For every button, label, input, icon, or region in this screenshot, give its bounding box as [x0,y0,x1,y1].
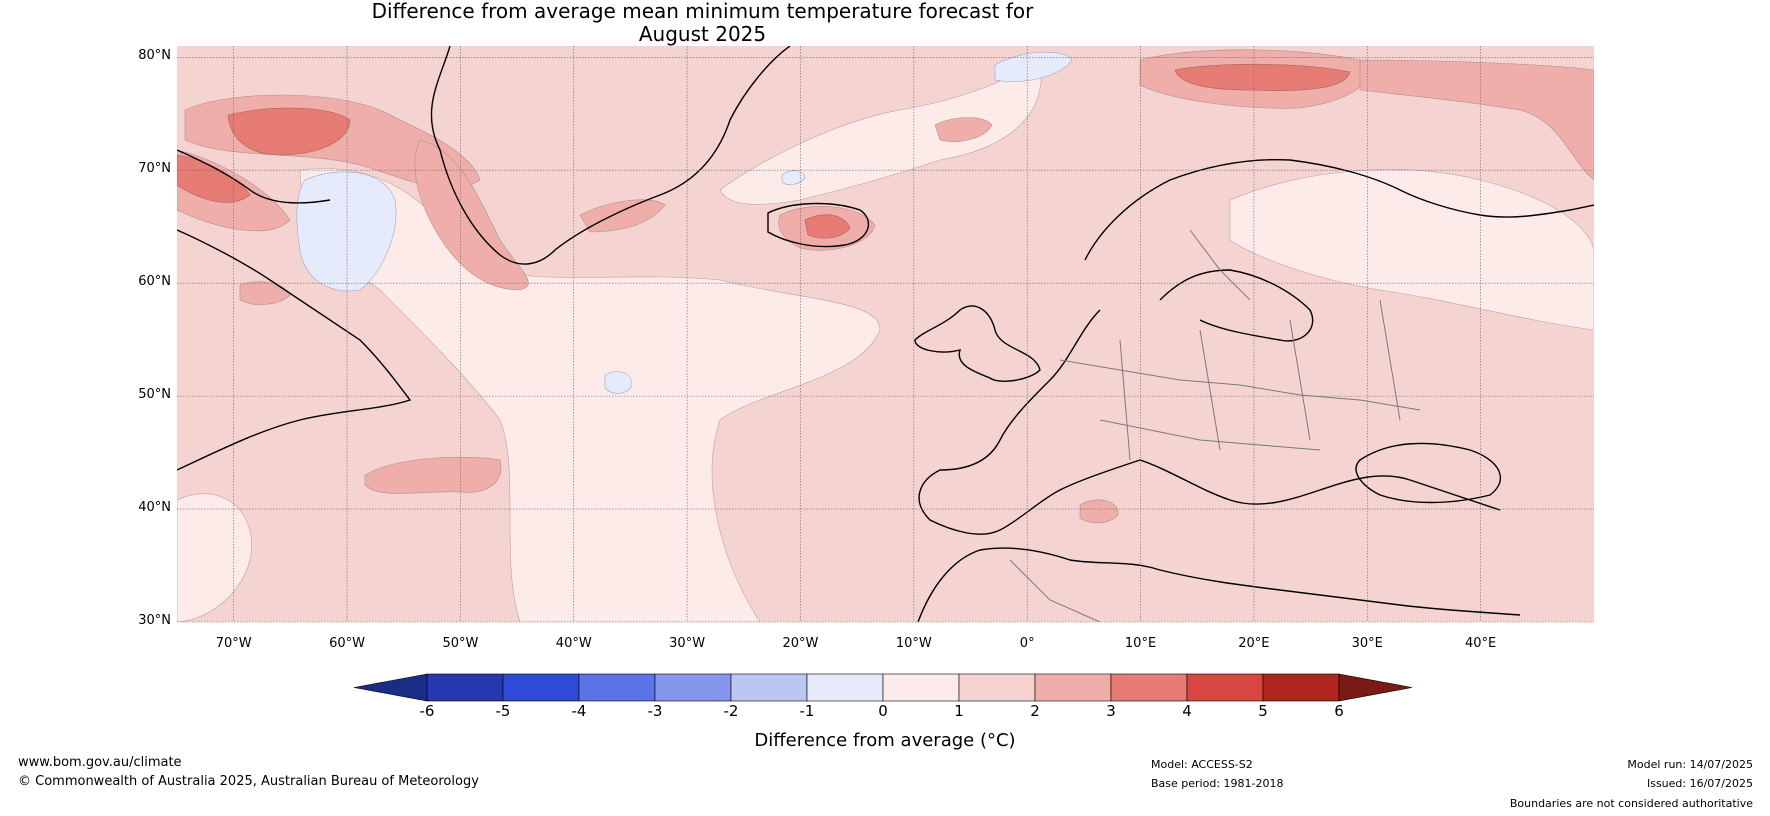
colorbar-tick: 3 [1106,702,1116,720]
model-run-date: Model run: 14/07/2025 [1627,758,1753,771]
colorbar-extend-low [353,673,428,702]
colorbar-segment [1034,673,1112,702]
latitude-label: 80°N [138,48,171,64]
anomaly-region-neg-denmark-strait [781,170,806,185]
anomaly-region-2-3-newfoundland [239,281,291,305]
colorbar-segment [958,673,1036,702]
anomaly-region-0-1-southwest [177,493,252,622]
longitude-label: 70°W [215,636,252,651]
latitude-label: 30°N [138,613,171,628]
longitude-label: 40°E [1464,636,1497,651]
colorbar-tick: 5 [1258,702,1268,720]
colorbar [353,673,1413,702]
baffin-coast [177,149,331,204]
copyright-text: © Commonwealth of Australia 2025, Austra… [18,774,479,789]
website-link[interactable]: www.bom.gov.au/climate [18,755,182,770]
iceland-coast [767,202,870,248]
border-europe-1 [1059,359,1421,411]
anomaly-region-2-3-norwegian-sea [934,117,993,142]
anomaly-field [177,46,1594,622]
colorbar-segment [502,673,580,702]
labrador-coast [177,229,412,471]
anomaly-region-3-4-svalbard [1174,63,1351,91]
border-europe-3 [1119,339,1131,461]
europe-coast [918,309,1501,535]
graticule [177,46,1594,623]
disclaimer: Boundaries are not considered authoritat… [1509,797,1753,810]
colorbar-tick: -5 [495,702,511,720]
anomaly-region-2-3-sardinia [1079,499,1119,524]
longitude-label: 60°W [329,636,365,651]
border-africa [1009,559,1101,622]
colorbar-segment [1186,673,1264,702]
colorbar-segment [882,673,960,702]
anomaly-region-3-4-iceland [804,214,851,239]
anomaly-region-3-4-baffin [227,107,351,156]
anomaly-region-2-3-barents [1359,59,1594,181]
baltic-coast [1159,269,1314,342]
colorbar-tick: -3 [647,702,663,720]
latitude-label: 70°N [138,161,171,177]
greenland-coast [430,46,791,265]
scandinavia-coast [1084,158,1594,261]
border-europe-2 [1099,419,1321,451]
latitude-label: 50°N [138,387,171,403]
colorbar-segment [1262,673,1340,702]
border-europe-5 [1289,319,1311,441]
base-period: Base period: 1981-2018 [1151,777,1284,790]
anomaly-region-neg-atlantic [604,371,633,394]
anomaly-region-0-1-scandinavia [1229,169,1594,331]
longitude-label: 0° [1019,636,1035,651]
title-line-2: August 2025 [638,22,767,46]
map-title: Difference from average mean minimum tem… [0,0,1405,46]
latitude-label: 60°N [138,274,171,290]
colorbar-segment [426,673,504,702]
latitude-label: 40°N [138,500,171,516]
colorbar-tick: -4 [571,702,587,720]
longitude-label: 10°E [1124,636,1157,651]
title-line-1: Difference from average mean minimum tem… [371,0,1034,23]
colorbar-extend-high [1338,673,1413,702]
longitude-label: 10°W [895,636,932,651]
country-borders [1009,229,1421,622]
longitude-label: 20°E [1238,636,1270,651]
colorbar-tick: -6 [419,702,435,720]
uk-coast [914,305,1041,382]
model-name: Model: ACCESS-S2 [1151,758,1253,771]
colorbar-tick: 6 [1334,702,1344,720]
longitude-label: 50°W [442,636,479,651]
colorbar-tick: 0 [878,702,888,720]
anomaly-region-neg-greenland-sea [994,51,1073,82]
longitude-label: 30°W [669,636,706,651]
longitude-label: 30°E [1351,636,1383,651]
colorbar-tick: -1 [799,702,815,720]
colorbar-label: Difference from average (°C) [754,730,1016,751]
colorbar-tick: 2 [1030,702,1040,720]
issued-date: Issued: 16/07/2025 [1646,777,1753,790]
longitude-label: 20°W [782,636,819,651]
border-europe-6 [1379,299,1401,421]
coastlines [177,46,1594,622]
border-europe-4 [1199,329,1221,451]
africa-coast [917,547,1521,622]
colorbar-segment [578,673,656,702]
colorbar-segment [730,673,808,702]
colorbar-segment [654,673,732,702]
colorbar-tick: -2 [723,702,739,720]
black-sea-coast [1355,442,1502,504]
border-scandinavia [1189,229,1251,301]
colorbar-segment [806,673,884,702]
anomaly-region-2-3-atlantic-west [364,456,502,494]
colorbar-tick: 4 [1182,702,1192,720]
anomaly-region-2-3-greenland-east [579,199,666,233]
anomaly-region-2-3-greenland-southeast [414,139,529,291]
colorbar-segment [1110,673,1188,702]
colorbar-tick: 1 [954,702,964,720]
longitude-label: 40°W [555,636,592,651]
anomaly-region-0-1-iceland-sea [719,59,1042,205]
